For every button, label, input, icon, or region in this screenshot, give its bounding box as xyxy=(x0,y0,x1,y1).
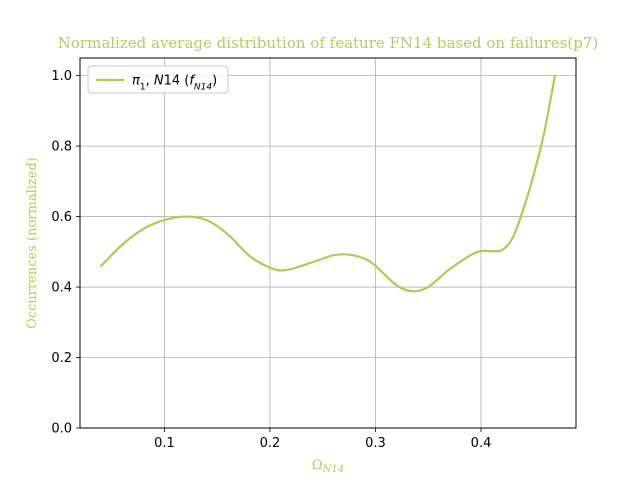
x-axis-label-subscript: N14 xyxy=(322,464,344,475)
plot-frame xyxy=(79,57,577,429)
legend-label-part: π xyxy=(132,74,140,89)
series-line xyxy=(100,74,556,293)
x-tick-label: 0.1 xyxy=(154,436,175,451)
x-axis-label-main: Ω xyxy=(312,458,323,473)
legend-label-part: N14 xyxy=(194,83,212,93)
legend: π1, N14 (fN14) xyxy=(87,65,229,94)
y-tick-label: 0.6 xyxy=(51,210,72,225)
legend-label-part: 1 xyxy=(140,83,146,93)
legend-label-part: f xyxy=(189,74,196,89)
legend-box xyxy=(87,65,229,94)
y-tick-label: 0.2 xyxy=(51,351,72,366)
x-tick-label: 0.2 xyxy=(260,436,281,451)
legend-label-part: , xyxy=(146,74,154,89)
x-tick-label: 0.4 xyxy=(471,436,492,451)
legend-label-part: N xyxy=(154,74,164,89)
y-axis-label: Occurrences (normalized) xyxy=(25,157,40,329)
x-tick-label: 0.3 xyxy=(365,436,386,451)
grid xyxy=(80,58,576,429)
y-tick-label: 1.0 xyxy=(51,69,72,84)
y-tick-label: 0.8 xyxy=(51,140,72,155)
legend-label-part: 14 ( xyxy=(164,74,190,89)
x-axis-label: ΩN14 xyxy=(312,458,344,475)
y-tick-label: 0.4 xyxy=(51,281,72,296)
legend-label: π1, N14 (fN14) xyxy=(132,74,217,93)
chart-title: Normalized average distribution of featu… xyxy=(58,34,598,52)
ticks: 0.1 0.2 0.3 0.4 0.0 0.2 0.4 0.6 0.8 1.0 xyxy=(51,69,491,451)
legend-label-part: ) xyxy=(212,74,217,89)
series-layer xyxy=(100,74,556,293)
y-tick-label: 0.0 xyxy=(51,422,72,437)
